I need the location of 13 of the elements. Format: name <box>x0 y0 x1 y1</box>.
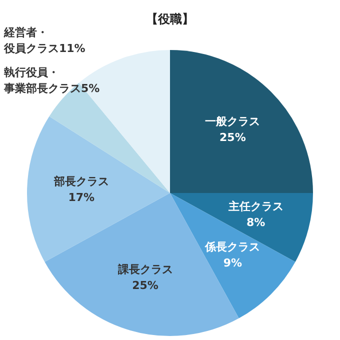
slice-label: 課長クラス <box>116 263 173 276</box>
slice-label: 主任クラス <box>227 200 284 213</box>
chart-title: 【役職】 <box>146 12 194 26</box>
data-label: 25% <box>220 131 246 144</box>
slice-label: 部長クラス <box>52 175 109 188</box>
slice-label: 係長クラス <box>204 240 260 254</box>
slice-label: 経営者・役員クラス11% <box>3 26 86 55</box>
data-label: 25% <box>132 279 158 292</box>
slice-label: 一般クラス <box>205 115 260 128</box>
data-label: 17% <box>68 191 95 204</box>
data-label: 9% <box>223 256 242 270</box>
data-label: 8% <box>246 216 266 229</box>
slice-label: 執行役員・事業部長クラス5% <box>3 66 100 95</box>
